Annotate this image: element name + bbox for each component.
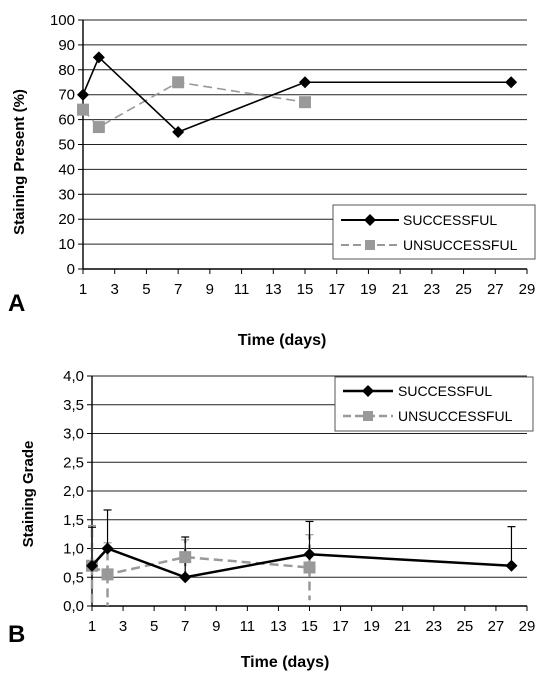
x-tick-label: 23 (424, 281, 441, 298)
x-tick-label: 19 (360, 281, 377, 298)
x-axis-label: Time (days) (241, 654, 330, 671)
data-point-successful (299, 76, 311, 89)
legend-marker-unsuccessful (365, 240, 375, 250)
x-axis-label: Time (days) (238, 332, 327, 349)
legend-label-unsuccessful: UNSUCCESSFUL (398, 408, 513, 424)
legend: SUCCESSFUL UNSUCCESSFUL (334, 376, 534, 432)
x-tick-label: 5 (142, 281, 150, 298)
x-tick-label: 11 (234, 281, 250, 298)
data-point-successful (179, 571, 192, 584)
x-tick-label: 25 (457, 618, 474, 635)
x-tick-label: 23 (425, 618, 442, 635)
data-point-unsuccessful (179, 551, 192, 564)
series-marks (86, 509, 518, 606)
x-tick-label: 29 (519, 618, 536, 635)
legend-marker-successful (362, 385, 374, 397)
data-point-unsuccessful (101, 568, 114, 581)
x-tick-label: 9 (206, 281, 214, 298)
x-tick-labels: 1 3 5 7 9 11 13 15 17 19 21 23 25 27 29 (79, 281, 536, 298)
legend-label-successful: SUCCESSFUL (398, 383, 492, 399)
series-line-unsuccessful (91, 555, 310, 576)
y-tick-label: 40 (58, 161, 75, 178)
y-tick-label: 2,5 (63, 454, 84, 471)
data-point-unsuccessful (303, 561, 316, 574)
panel-label-a: A (8, 290, 25, 317)
y-tick-labels: 0,0 0,5 1,0 1,5 2,0 2,5 3,0 3,5 4,0 (63, 368, 84, 615)
y-axis-label: Staining Grade (20, 441, 37, 548)
y-tick-label: 4,0 (63, 368, 84, 385)
data-point-unsuccessful (77, 103, 89, 116)
data-point-successful (86, 559, 98, 572)
x-tick-label: 1 (88, 618, 96, 635)
x-tick-label: 25 (455, 281, 472, 298)
x-tick-label: 27 (487, 281, 504, 298)
axes (78, 19, 528, 274)
data-point-successful (101, 542, 114, 555)
y-tick-label: 2,0 (63, 483, 84, 500)
data-point-successful (92, 51, 105, 64)
x-tick-label: 7 (174, 281, 182, 298)
y-tick-label: 90 (58, 37, 75, 54)
y-tick-label: 100 (50, 12, 75, 29)
x-tick-label: 11 (240, 618, 256, 635)
x-tick-label: 21 (392, 281, 409, 298)
y-tick-label: 20 (58, 211, 75, 228)
legend-label-unsuccessful: UNSUCCESSFUL (403, 237, 518, 253)
legend-label-successful: SUCCESSFUL (403, 212, 497, 228)
x-tick-label: 13 (270, 618, 287, 635)
y-tick-label: 0,5 (63, 569, 84, 586)
y-tick-labels: 0 10 20 30 40 50 60 70 80 90 100 (50, 12, 75, 278)
x-tick-label: 5 (150, 618, 158, 635)
y-tick-label: 1,0 (63, 541, 84, 558)
x-tick-label: 17 (328, 281, 345, 298)
y-tick-label: 1,5 (63, 512, 84, 529)
x-tick-label: 3 (111, 281, 119, 298)
x-tick-label: 19 (363, 618, 380, 635)
data-point-successful (77, 88, 89, 101)
x-tick-label: 15 (301, 618, 318, 635)
panel-label-b: B (8, 621, 25, 648)
legend: SUCCESSFUL UNSUCCESSFUL (332, 204, 536, 260)
x-tick-label: 15 (297, 281, 314, 298)
series-marks (77, 51, 518, 139)
data-point-successful (303, 548, 316, 561)
x-tick-labels: 1 3 5 7 9 11 13 15 17 19 21 23 25 27 29 (88, 618, 536, 635)
x-tick-label: 29 (519, 281, 536, 298)
y-tick-label: 10 (58, 236, 75, 253)
data-point-successful (172, 126, 185, 139)
x-tick-label: 13 (265, 281, 282, 298)
legend-marker-unsuccessful (363, 411, 373, 421)
chart-panel-b: 0,00,51,01,52,02,53,03,54,0 1 3 5 7 9 11 13 15 1… (8, 368, 535, 671)
x-tick-label: 1 (79, 281, 87, 298)
y-tick-label: 0 (67, 261, 75, 278)
y-tick-label: 70 (58, 87, 75, 104)
y-tick-label: 3,5 (63, 397, 84, 414)
y-tick-label: 80 (58, 62, 75, 79)
y-tick-label: 60 (58, 112, 75, 129)
y-tick-label: 50 (58, 137, 75, 154)
x-tick-label: 9 (212, 618, 220, 635)
y-tick-label: 0,0 (63, 598, 84, 615)
y-tick-label: 3,0 (63, 426, 84, 443)
data-point-unsuccessful (172, 76, 185, 89)
data-point-unsuccessful (92, 121, 105, 134)
x-tick-label: 17 (332, 618, 349, 635)
x-tick-label: 7 (181, 618, 189, 635)
data-point-unsuccessful (299, 96, 311, 109)
data-point-successful (505, 76, 518, 89)
legend-marker-successful (364, 214, 376, 226)
x-tick-label: 21 (394, 618, 411, 635)
x-tick-label: 27 (488, 618, 505, 635)
y-axis-label: Staining Present (%) (11, 89, 28, 235)
y-tick-label: 30 (58, 186, 75, 203)
data-point-successful (505, 559, 518, 572)
x-tick-label: 3 (119, 618, 127, 635)
